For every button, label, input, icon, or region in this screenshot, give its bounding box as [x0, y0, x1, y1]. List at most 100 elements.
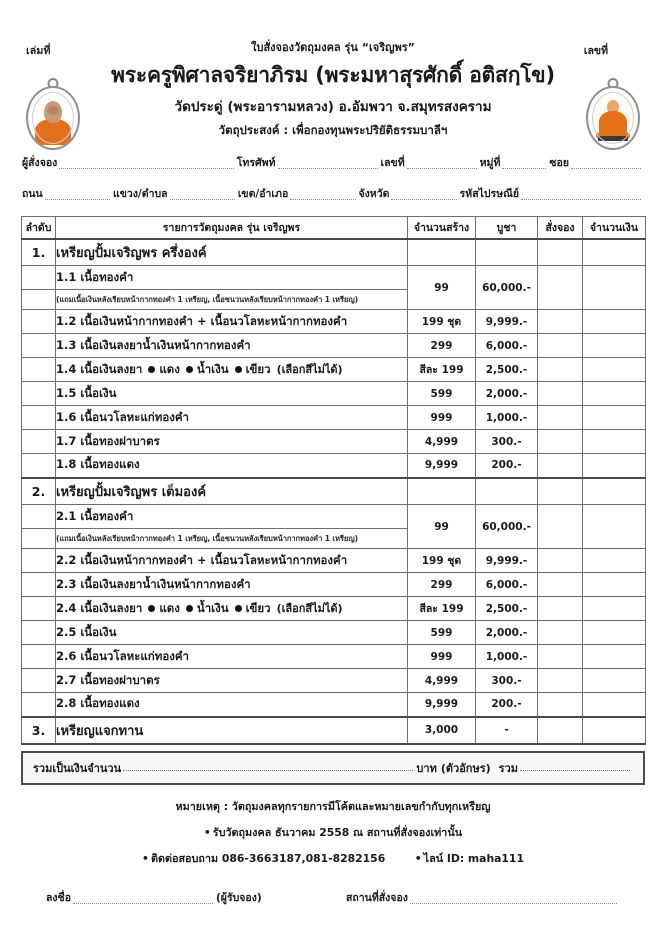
group-title: เหรียญแจกทาน — [55, 715, 408, 745]
item-order-input[interactable] — [537, 265, 583, 310]
item-row: 1.1 เนื้อทองคำ 99 60,000.- — [21, 265, 646, 310]
item-worship: 300.- — [475, 668, 538, 693]
line-label: ไลน์ ID: — [423, 851, 465, 865]
item-order-input[interactable] — [537, 504, 583, 549]
item-row: 1.5 เนื้อเงิน 599 2,000.- — [21, 381, 646, 406]
item-order-input[interactable] — [537, 644, 583, 669]
group-order-input[interactable] — [537, 237, 583, 266]
province-input[interactable] — [391, 191, 457, 200]
group-order-input[interactable] — [537, 476, 583, 505]
item-amount-input[interactable] — [582, 265, 646, 310]
group-amount-input[interactable] — [582, 476, 646, 505]
item-number-spacer — [21, 504, 56, 529]
item-amount-input[interactable] — [582, 596, 646, 621]
item-order-input[interactable] — [537, 572, 583, 597]
item-row: 2.8 เนื้อทองแดง 9,999 200.- — [21, 692, 646, 718]
item-amount-input[interactable] — [582, 668, 646, 693]
item-order-input[interactable] — [537, 429, 583, 454]
item-amount-input[interactable] — [582, 357, 646, 382]
temple-name: วัดประดู่ (พระอารามหลวง) อ.อัมพวา จ.สมุท… — [174, 99, 492, 115]
item-order-input[interactable] — [537, 620, 583, 645]
color-option-เขียว[interactable]: เขียว — [234, 600, 271, 618]
item-order-input[interactable] — [537, 692, 583, 718]
item-label: 1.4 เนื้อเงินลงยา — [56, 362, 143, 376]
color-option-น้ำเงิน[interactable]: น้ำเงิน — [185, 600, 229, 618]
item-number-spacer — [21, 429, 56, 454]
item-number-spacer — [21, 548, 56, 573]
color-option-น้ำเงิน[interactable]: น้ำเงิน — [185, 361, 229, 379]
item-order-input[interactable] — [537, 333, 583, 358]
item-amount-input[interactable] — [582, 381, 646, 406]
total-input[interactable] — [123, 762, 414, 771]
book-number-label: เล่มที่ — [26, 45, 51, 57]
item-amount-input[interactable] — [582, 453, 646, 479]
col-order: สั่งจอง — [537, 216, 583, 239]
group-amount-input[interactable] — [582, 237, 646, 266]
grand-total-label: รวม — [498, 761, 518, 775]
item-amount-input[interactable] — [582, 692, 646, 718]
pick-note: (เลือกสีไม่ได้) — [276, 363, 343, 376]
color-option-เขียว[interactable]: เขียว — [234, 361, 271, 379]
item-order-input[interactable] — [537, 453, 583, 479]
item-amount-input[interactable] — [582, 333, 646, 358]
house-no-input[interactable] — [406, 160, 477, 169]
halo-glow-shape — [593, 98, 633, 138]
grand-total-input[interactable] — [520, 762, 630, 771]
color-option-แดง[interactable]: แดง — [148, 600, 180, 618]
item-order-input[interactable] — [537, 405, 583, 430]
item-worship: 9,999.- — [475, 309, 538, 334]
orderer-name-input[interactable] — [59, 160, 234, 169]
signature-block: ลงชื่อ (ผู้รับจอง) — [46, 889, 346, 906]
item-amount-input[interactable] — [582, 548, 646, 573]
postcode-input[interactable] — [521, 191, 642, 200]
group-order-input[interactable] — [537, 715, 583, 745]
item-amount-input[interactable] — [582, 572, 646, 597]
color-option-label: น้ำเงิน — [196, 600, 229, 615]
item-order-input[interactable] — [537, 596, 583, 621]
item-order-input[interactable] — [537, 381, 583, 406]
item-row: 1.3 เนื้อเงินลงยาน้ำเงินหน้ากากทองคำ 299 6… — [21, 333, 646, 358]
item-number-spacer — [21, 357, 56, 382]
item-order-input[interactable] — [537, 668, 583, 693]
col-worship: บูชา — [475, 216, 538, 239]
radio-bullet-icon[interactable] — [185, 366, 193, 373]
item-amount-input[interactable] — [582, 405, 646, 430]
item-order-input[interactable] — [537, 548, 583, 573]
col-no: ลำดับ — [21, 216, 56, 239]
radio-bullet-icon[interactable] — [148, 366, 156, 373]
item-order-input[interactable] — [537, 357, 583, 382]
signature-input[interactable] — [73, 895, 213, 904]
color-option-label: แดง — [159, 361, 180, 376]
place-input[interactable] — [409, 895, 617, 904]
item-amount-input[interactable] — [582, 644, 646, 669]
group-title: เหรียญปั้มเจริญพร ครึ่งองค์ — [55, 237, 408, 266]
color-option-แดง[interactable]: แดง — [148, 361, 180, 379]
subdistrict-input[interactable] — [169, 191, 235, 200]
item-order-input[interactable] — [537, 309, 583, 334]
item-amount-input[interactable] — [582, 309, 646, 334]
radio-bullet-icon[interactable] — [185, 605, 193, 612]
item-worship: 1,000.- — [475, 644, 538, 669]
item-worship: 6,000.- — [475, 333, 538, 358]
radio-bullet-icon[interactable] — [234, 605, 242, 612]
item-label: 2.4 เนื้อเงินลงยา — [56, 601, 143, 615]
district-input[interactable] — [290, 191, 356, 200]
moo-input[interactable] — [502, 160, 547, 169]
road-input[interactable] — [44, 191, 110, 200]
group-number: 1. — [21, 237, 56, 266]
group-row: 1. เหรียญปั้มเจริญพร ครึ่งองค์ — [21, 237, 646, 266]
radio-bullet-icon[interactable] — [148, 605, 156, 612]
item-description: 2.3 เนื้อเงินลงยาน้ำเงินหน้ากากทองคำ — [55, 572, 408, 597]
item-row: 1.4 เนื้อเงินลงยา แดง น้ำเงิน เขียว (เลือกสี… — [21, 357, 646, 382]
items-table: ลำดับ รายการวัตถุมงคล รุ่น เจริญพร จำนวน… — [21, 216, 646, 745]
items-table-body: 1. เหรียญปั้มเจริญพร ครึ่งองค์ 1.1 เนื้อทอ… — [21, 237, 646, 745]
item-number-spacer — [21, 405, 56, 430]
phone-input[interactable] — [277, 160, 378, 169]
soi-input[interactable] — [571, 160, 641, 169]
item-amount-input[interactable] — [582, 504, 646, 549]
group-amount-input[interactable] — [582, 715, 646, 745]
province-label: จังหวัด — [358, 188, 390, 200]
radio-bullet-icon[interactable] — [234, 366, 242, 373]
item-amount-input[interactable] — [582, 429, 646, 454]
item-amount-input[interactable] — [582, 620, 646, 645]
